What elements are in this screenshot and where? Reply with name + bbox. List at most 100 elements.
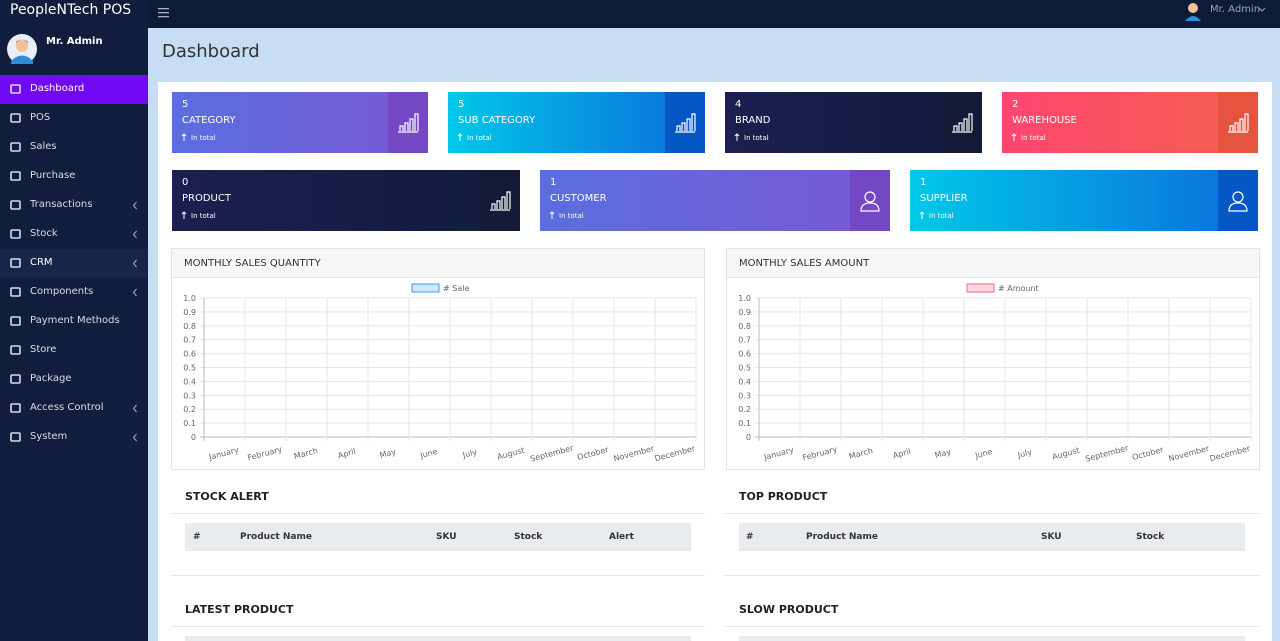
page-title: Dashboard bbox=[162, 41, 260, 62]
menu-item[interactable]: Stock bbox=[0, 220, 148, 249]
icon-shape bbox=[10, 113, 21, 123]
y-tick-label: 0 bbox=[746, 433, 751, 442]
icon-block bbox=[850, 170, 890, 231]
dropdown-caret bbox=[1258, 7, 1266, 12]
menu-item[interactable]: Components bbox=[0, 278, 148, 307]
legend-label: # Amount bbox=[998, 284, 1039, 293]
y-tick-label: 0.6 bbox=[738, 350, 751, 359]
arrow-shape bbox=[734, 133, 740, 141]
menu-item[interactable]: Package bbox=[0, 365, 148, 394]
menu-item[interactable]: Payment Methods bbox=[0, 307, 148, 336]
topbar-avatar[interactable] bbox=[1184, 1, 1202, 21]
menu-label[interactable]: Access Control bbox=[30, 402, 104, 413]
chevron bbox=[132, 201, 137, 210]
menu-item[interactable]: Store bbox=[0, 336, 148, 365]
user-icon-head bbox=[1232, 191, 1244, 203]
chart-title: MONTHLY SALES AMOUNT bbox=[739, 258, 870, 269]
menu-label[interactable]: Dashboard bbox=[30, 83, 85, 94]
stat-note: In total bbox=[191, 212, 216, 220]
menu-label[interactable]: Purchase bbox=[30, 170, 76, 181]
card-icon bbox=[952, 113, 973, 133]
stat-label: CATEGORY bbox=[182, 115, 236, 126]
topbar-user[interactable]: Mr. Admin bbox=[1210, 4, 1261, 15]
menu-item[interactable]: Purchase bbox=[0, 162, 148, 191]
menu-item[interactable]: Access Control bbox=[0, 394, 148, 423]
arrow-shape bbox=[457, 133, 463, 141]
menu-icon bbox=[10, 84, 21, 94]
arrow-icon bbox=[549, 211, 555, 219]
x-tick-label: November bbox=[1168, 444, 1211, 464]
menu-toggle[interactable] bbox=[158, 8, 170, 18]
icon-block bbox=[1218, 170, 1258, 231]
menu-item[interactable]: Dashboard bbox=[0, 75, 148, 104]
stat-note: In total bbox=[559, 212, 584, 220]
menu-label[interactable]: Payment Methods bbox=[30, 315, 120, 326]
section-title: TOP PRODUCT bbox=[739, 490, 828, 503]
chevron-shape bbox=[132, 433, 137, 442]
arrow-icon bbox=[919, 211, 925, 219]
section-divider bbox=[725, 575, 1259, 576]
x-tick-label: December bbox=[1209, 444, 1252, 464]
chart-panel: MONTHLY SALES QUANTITY # Sale 0 0.1 0.2 0.3 0.… bbox=[171, 248, 705, 470]
y-tick-label: 0.9 bbox=[738, 308, 751, 317]
legend-swatch bbox=[966, 283, 995, 293]
y-tick-label: 0.3 bbox=[738, 391, 751, 400]
avatar bbox=[7, 34, 37, 64]
menu-icon bbox=[10, 287, 21, 297]
menu-item[interactable]: Sales bbox=[0, 133, 148, 162]
stat-card: 2 WAREHOUSE In total bbox=[1002, 92, 1258, 153]
y-tick-label: 0.7 bbox=[183, 336, 196, 345]
menu-item[interactable]: CRM bbox=[0, 249, 148, 278]
y-tick-label: 0.7 bbox=[738, 336, 751, 345]
menu-label[interactable]: Sales bbox=[30, 141, 57, 152]
menu-item[interactable]: POS bbox=[0, 104, 148, 133]
column-header: Stock bbox=[1136, 532, 1165, 542]
bar-icon bbox=[490, 191, 511, 211]
icon-shape bbox=[10, 258, 21, 268]
y-tick-label: 1.0 bbox=[738, 294, 751, 303]
icon-shape bbox=[10, 403, 21, 413]
arrow-icon bbox=[734, 133, 740, 141]
chevron bbox=[132, 259, 137, 268]
card-icon bbox=[1228, 191, 1248, 212]
column-header: SKU bbox=[436, 532, 457, 542]
table-header bbox=[739, 636, 1245, 641]
menu-label[interactable]: Package bbox=[30, 373, 72, 384]
stat-label: CUSTOMER bbox=[550, 193, 607, 204]
chart: # Amount 0 0.1 0.2 0.3 0.4 0.5 0.6 0.7 0.8 0.9 1.0 J… bbox=[738, 283, 1252, 464]
menu-item[interactable]: Transactions bbox=[0, 191, 148, 220]
section-title: STOCK ALERT bbox=[185, 490, 269, 503]
y-tick-label: 0.8 bbox=[738, 322, 751, 331]
arrow-shape bbox=[181, 211, 187, 219]
menu-icon bbox=[10, 374, 21, 384]
chart-header: MONTHLY SALES AMOUNT bbox=[727, 249, 1259, 278]
x-tick-label: February bbox=[247, 445, 284, 463]
menu-item[interactable]: System bbox=[0, 423, 148, 452]
menu-label[interactable]: Transactions bbox=[30, 199, 93, 210]
bar-icon bbox=[952, 113, 973, 133]
x-tick-label: May bbox=[379, 447, 398, 460]
bar-icon bbox=[398, 113, 419, 133]
table-header bbox=[185, 636, 691, 641]
menu-label[interactable]: Stock bbox=[30, 228, 58, 239]
x-tick-label: June bbox=[418, 447, 438, 460]
menu-label[interactable]: Components bbox=[30, 286, 94, 297]
card-icon bbox=[1228, 113, 1249, 133]
x-tick-label: October bbox=[576, 445, 610, 462]
menu-label[interactable]: Store bbox=[30, 344, 57, 355]
menu-label[interactable]: POS bbox=[30, 112, 51, 123]
icon-block bbox=[1218, 92, 1258, 153]
icon-block bbox=[480, 170, 520, 231]
x-tick-label: November bbox=[613, 444, 656, 464]
stat-label: SUB CATEGORY bbox=[458, 115, 536, 126]
stat-value: 5 bbox=[458, 99, 465, 110]
icon-shape bbox=[10, 171, 21, 181]
menu-icon bbox=[10, 171, 21, 181]
y-tick-label: 0.6 bbox=[183, 350, 196, 359]
chart-panel: MONTHLY SALES AMOUNT # Amount 0 0.1 0.2 0.3 0.… bbox=[726, 248, 1260, 470]
icon-shape bbox=[10, 374, 21, 384]
icon-shape bbox=[10, 229, 21, 239]
menu-label[interactable]: CRM bbox=[30, 257, 53, 268]
menu-icon bbox=[10, 142, 21, 152]
menu-label[interactable]: System bbox=[30, 431, 68, 442]
